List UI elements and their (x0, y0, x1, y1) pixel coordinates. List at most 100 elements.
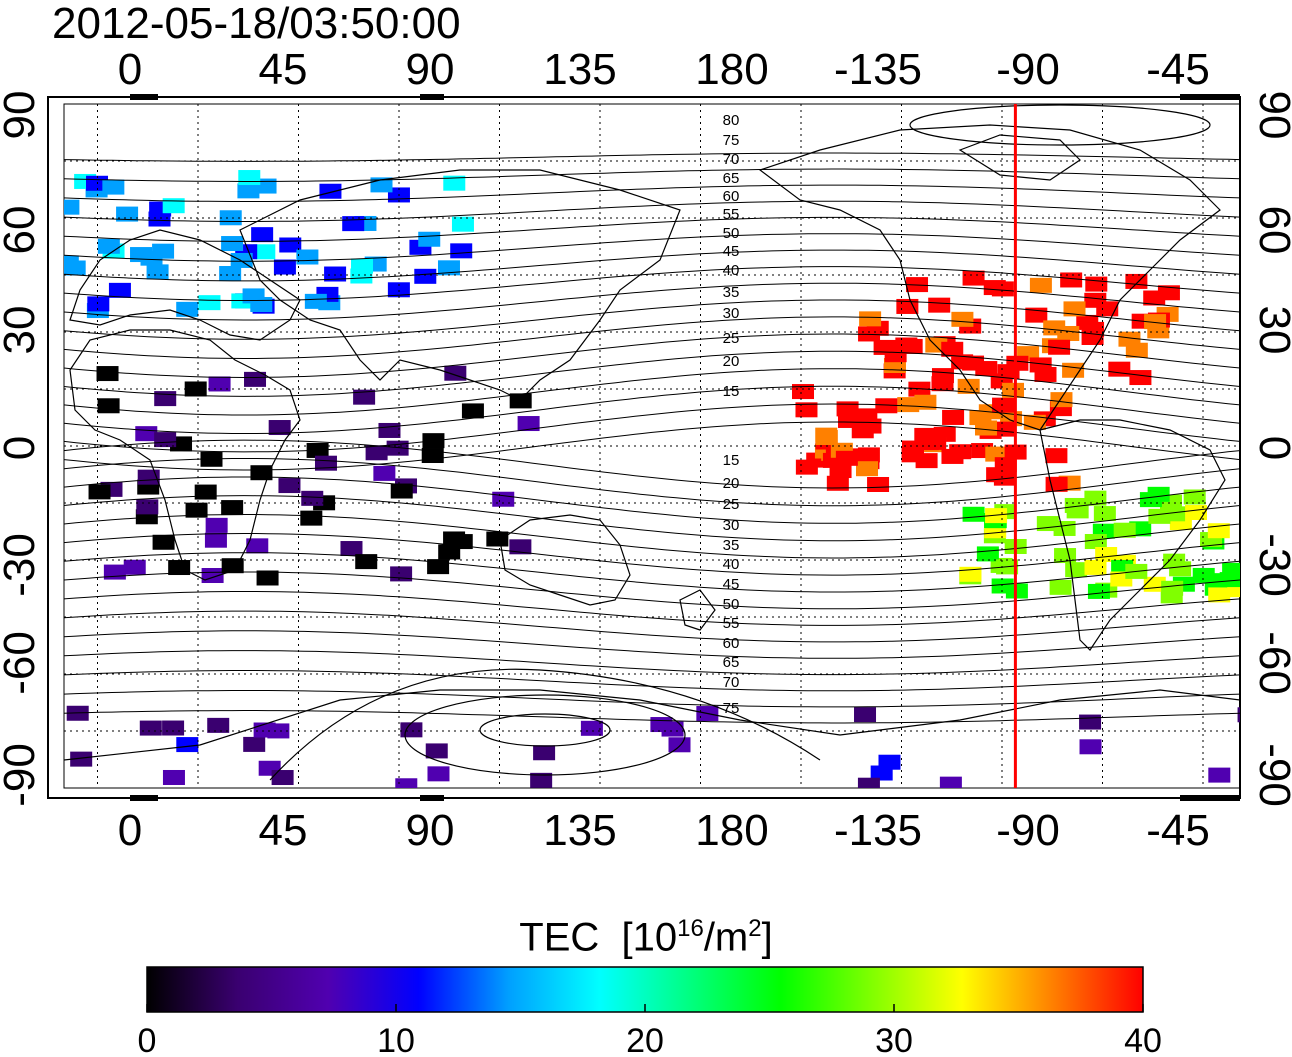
tec-patch (450, 243, 473, 259)
north-pole-contour (909, 104, 1211, 146)
contour-label: 75 (723, 700, 740, 717)
tec-patch (351, 258, 374, 274)
tec-patch (884, 347, 907, 363)
tec-patch (219, 266, 242, 282)
colorbar-tick-label: 10 (377, 1022, 415, 1057)
south-pole-contour-mid (404, 694, 686, 776)
tec-patch (1079, 714, 1102, 730)
mag-lat-contour (64, 690, 1240, 708)
latitude-tick-label: 0 (0, 436, 44, 460)
tec-patch (1237, 707, 1240, 723)
coastline-new-zealand (679, 589, 716, 631)
contour-label: 40 (723, 556, 740, 573)
contour-label: 20 (723, 353, 740, 370)
tec-patch (355, 554, 378, 570)
tec-patch (1163, 553, 1186, 569)
tec-patch (928, 297, 951, 313)
map-timestamp-title: 2012-05-18/03:50:00 (52, 0, 461, 48)
tec-patch (1084, 490, 1107, 506)
tec-patch (962, 270, 985, 286)
tec-patch (162, 198, 185, 214)
tec-patch (826, 475, 849, 491)
mag-lat-contour (64, 476, 1240, 524)
mag-lat-contour (64, 710, 1240, 724)
tec-patch (136, 499, 159, 515)
tec-patch (373, 465, 396, 481)
tec-patch (438, 544, 461, 560)
tec-patch (378, 422, 401, 438)
colorbar-unit-mid: /m (703, 915, 749, 960)
tec-patch (278, 478, 301, 494)
tec-patch (1050, 392, 1073, 408)
tec-patch (857, 447, 880, 463)
tec-patch (942, 409, 965, 425)
tec-patch (256, 570, 279, 586)
longitude-tick-label: 180 (695, 806, 768, 855)
tec-patch (97, 238, 120, 254)
coastline-asia (239, 169, 681, 401)
tec-patch (1108, 361, 1131, 377)
coastline-antarctica (64, 689, 1240, 761)
tec-patch (273, 259, 296, 275)
mag-lat-contour (64, 200, 1240, 222)
tec-patch (916, 435, 939, 451)
tec-patch (395, 778, 418, 788)
tec-patch (221, 500, 244, 516)
tec-patch (443, 175, 466, 191)
colorbar-tick-label: 0 (138, 1022, 157, 1057)
tec-patch (253, 244, 276, 260)
tec-patch (140, 250, 163, 266)
tec-patch (991, 578, 1014, 594)
tec-patch (1208, 587, 1231, 603)
longitude-tick-label: 90 (406, 806, 455, 855)
tec-patch (103, 564, 126, 580)
tec-patch (204, 532, 227, 548)
tec-patch (64, 199, 80, 215)
contour-label: 25 (723, 496, 740, 513)
tec-patch (271, 770, 294, 786)
contour-label: 70 (723, 151, 740, 168)
latitude-ticks-left: 90 60 30 0 -30 -60 -90 (0, 91, 44, 807)
tec-patch (1062, 362, 1085, 378)
tec-patch (418, 231, 441, 247)
tec-patch (250, 296, 273, 312)
tec-patch (221, 558, 244, 574)
tec-patch (251, 227, 274, 243)
tec-patch (185, 502, 208, 518)
frame-tick-bars (130, 94, 1240, 801)
tec-patch (137, 469, 160, 485)
colorbar-title-main: TEC (519, 915, 600, 960)
latitude-tick-label: 60 (1250, 206, 1292, 255)
tec-patch (427, 766, 450, 782)
tec-patch (238, 170, 261, 186)
mag-lat-contour (64, 552, 1240, 593)
mag-lat-contour (64, 591, 1240, 626)
tec-patch (1079, 739, 1102, 755)
tec-patch (1087, 583, 1110, 599)
tec-patch (957, 378, 980, 394)
tec-patch (951, 311, 974, 327)
tec-patch (184, 381, 207, 397)
tec-patch (246, 538, 269, 554)
tec-patch (1161, 580, 1184, 596)
coastline-australia (499, 514, 631, 606)
graticule (64, 104, 1240, 788)
contour-label: 55 (723, 206, 740, 223)
tec-patch (859, 311, 882, 327)
tec-patch (1065, 562, 1088, 578)
contour-label: 20 (723, 475, 740, 492)
mag-lat-contour (64, 350, 1240, 397)
tec-patch (836, 401, 859, 417)
tec-patch (425, 743, 448, 759)
contour-label: 25 (723, 330, 740, 347)
tec-patch (390, 483, 413, 499)
tec-patch (162, 720, 185, 736)
latitude-ticks-right: 90 60 30 0 -30 -60 -90 (1250, 91, 1292, 807)
tec-patch (1085, 276, 1108, 292)
tec-patch (1129, 370, 1152, 386)
tec-patch (97, 398, 120, 414)
mag-lat-contour (64, 333, 1240, 378)
mag-lat-contour (64, 316, 1240, 359)
tec-patch (941, 341, 964, 357)
